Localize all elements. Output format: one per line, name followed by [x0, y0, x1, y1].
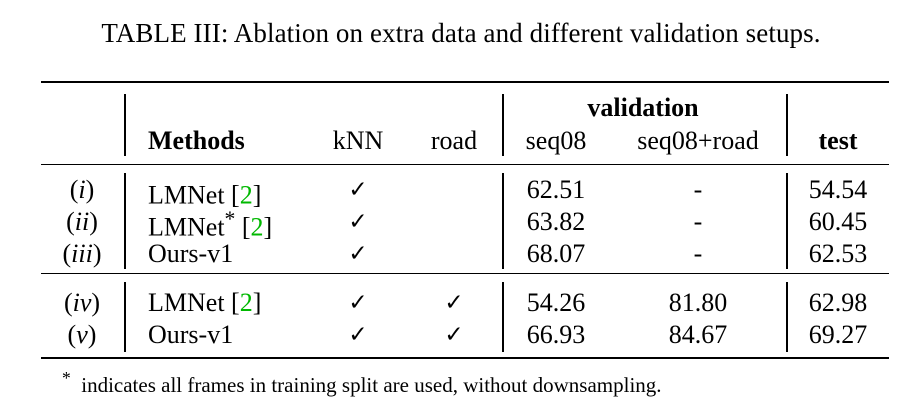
body-divider-2b: [502, 282, 504, 352]
knn-check: ✓: [348, 322, 368, 348]
top-rule: [41, 81, 889, 83]
knn-check: ✓: [348, 290, 368, 316]
road-check: ✓: [444, 290, 464, 316]
bottom-rule: [41, 357, 889, 359]
seq08-value: 62.51: [526, 175, 586, 204]
seq08-road-value: -: [693, 175, 703, 204]
row-method: Ours-v1: [148, 239, 234, 268]
header-road: road: [430, 126, 478, 155]
seq08-road-value: 84.67: [668, 320, 728, 349]
row-index: (iii): [62, 239, 102, 268]
citation-link[interactable]: 2: [250, 212, 264, 242]
citation-link[interactable]: 2: [239, 288, 253, 317]
table-footnote: * indicates all frames in training split…: [62, 368, 662, 397]
citation-link[interactable]: 2: [239, 180, 253, 210]
header-divider-1: [124, 94, 126, 156]
header-seq08: seq08: [525, 126, 587, 155]
header-methods: Methods: [148, 126, 245, 155]
seq08-value: 68.07: [526, 239, 586, 268]
knn-check: ✓: [348, 209, 368, 235]
seq08-road-value: -: [693, 207, 703, 236]
test-value: 62.53: [808, 239, 868, 268]
body-divider-1a: [124, 173, 126, 269]
row-method: LMNet [2]: [148, 180, 262, 210]
header-rule: [41, 164, 889, 165]
seq08-value: 63.82: [526, 207, 586, 236]
body-divider-3a: [786, 173, 788, 269]
row-index: (v): [67, 320, 97, 349]
header-divider-2: [502, 94, 504, 156]
row-index: (i): [69, 175, 95, 204]
test-value: 69.27: [808, 320, 868, 349]
test-value: 62.98: [808, 288, 868, 317]
footnote-mark: *: [62, 368, 71, 388]
seq08-value: 54.26: [526, 288, 586, 317]
test-value: 54.54: [808, 175, 868, 204]
body-divider-1b: [124, 282, 126, 352]
seq08-value: 66.93: [526, 320, 586, 349]
group-rule: [41, 273, 889, 274]
knn-check: ✓: [348, 241, 368, 267]
row-index: (iv): [63, 288, 101, 317]
table-caption: TABLE III: Ablation on extra data and di…: [101, 18, 821, 48]
group-header-validation: validation: [587, 93, 699, 122]
header-divider-3: [786, 94, 788, 156]
header-knn: kNN: [332, 126, 384, 155]
body-divider-3b: [786, 282, 788, 352]
seq08-road-value: -: [693, 239, 703, 268]
row-method: LMNet* [2]: [148, 207, 273, 242]
row-method: LMNet [2]: [148, 288, 262, 317]
body-divider-2a: [502, 173, 504, 269]
header-test: test: [818, 126, 858, 155]
road-check: ✓: [444, 322, 464, 348]
header-seq08-road: seq08+road: [637, 126, 759, 155]
row-method: Ours-v1: [148, 320, 234, 349]
footnote-star: *: [224, 207, 236, 231]
seq08-road-value: 81.80: [668, 288, 728, 317]
row-index: (ii): [66, 207, 98, 236]
knn-check: ✓: [348, 177, 368, 203]
test-value: 60.45: [808, 207, 868, 236]
